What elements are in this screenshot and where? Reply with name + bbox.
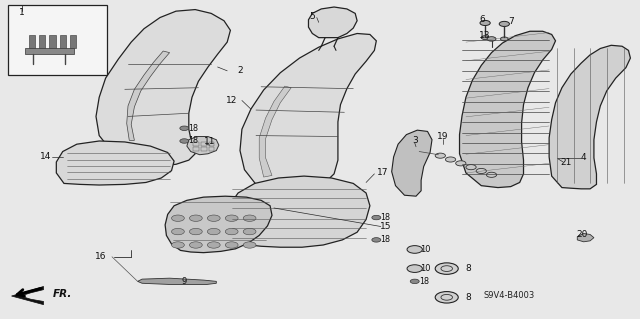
Circle shape: [207, 242, 220, 248]
Polygon shape: [56, 141, 174, 185]
Circle shape: [180, 126, 189, 130]
Bar: [193, 142, 199, 146]
Circle shape: [486, 172, 497, 177]
Circle shape: [487, 37, 496, 41]
Circle shape: [189, 228, 202, 235]
Text: 18: 18: [188, 124, 198, 133]
Polygon shape: [225, 176, 370, 247]
Circle shape: [225, 242, 238, 248]
Circle shape: [180, 139, 189, 143]
Circle shape: [466, 165, 476, 170]
Circle shape: [243, 215, 256, 221]
Polygon shape: [60, 35, 66, 48]
Polygon shape: [165, 196, 272, 253]
Circle shape: [410, 279, 419, 284]
Text: 3: 3: [412, 137, 417, 145]
Bar: [209, 142, 214, 146]
Text: 1: 1: [19, 8, 24, 17]
Text: 8: 8: [466, 264, 471, 273]
Circle shape: [435, 292, 458, 303]
Polygon shape: [187, 137, 219, 155]
Circle shape: [480, 20, 490, 26]
Polygon shape: [308, 7, 357, 38]
Circle shape: [172, 242, 184, 248]
Text: 18: 18: [419, 277, 429, 286]
Bar: [193, 147, 199, 151]
Bar: [8, 5, 107, 75]
Circle shape: [435, 153, 445, 158]
Circle shape: [207, 215, 220, 221]
Circle shape: [456, 161, 466, 166]
Circle shape: [499, 21, 509, 26]
Text: 6: 6: [480, 15, 485, 24]
Polygon shape: [577, 234, 594, 242]
Text: 8: 8: [466, 293, 471, 302]
Text: 18: 18: [380, 213, 390, 222]
Text: 19: 19: [437, 132, 449, 141]
Circle shape: [189, 242, 202, 248]
Text: 4: 4: [581, 153, 586, 162]
Text: FR.: FR.: [52, 289, 72, 299]
Bar: [201, 147, 207, 151]
Circle shape: [243, 242, 256, 248]
Text: 5: 5: [310, 12, 315, 21]
Text: 18: 18: [188, 137, 198, 145]
Text: 2: 2: [237, 66, 243, 75]
Bar: [209, 147, 214, 151]
Text: 18: 18: [380, 235, 390, 244]
Polygon shape: [96, 10, 230, 166]
Circle shape: [476, 168, 486, 174]
Circle shape: [172, 228, 184, 235]
Polygon shape: [39, 35, 45, 48]
Text: 15: 15: [380, 222, 391, 231]
Bar: [201, 142, 207, 146]
Polygon shape: [70, 35, 76, 48]
Circle shape: [207, 228, 220, 235]
Circle shape: [481, 36, 489, 40]
Polygon shape: [392, 130, 432, 196]
Polygon shape: [240, 33, 376, 189]
Circle shape: [372, 215, 381, 220]
Text: 9: 9: [182, 277, 187, 286]
Circle shape: [435, 263, 458, 274]
Text: 12: 12: [226, 96, 237, 105]
Text: 17: 17: [377, 168, 388, 177]
Polygon shape: [29, 35, 35, 48]
Circle shape: [189, 215, 202, 221]
Circle shape: [225, 215, 238, 221]
Text: 14: 14: [40, 152, 52, 161]
Text: 20: 20: [577, 230, 588, 239]
Text: 21: 21: [561, 158, 572, 167]
Circle shape: [225, 228, 238, 235]
Polygon shape: [49, 35, 56, 48]
Text: S9V4-B4003: S9V4-B4003: [483, 291, 534, 300]
Circle shape: [500, 37, 508, 41]
Text: 10: 10: [420, 264, 431, 273]
Polygon shape: [460, 31, 556, 188]
Polygon shape: [12, 286, 44, 305]
Text: 11: 11: [204, 137, 216, 146]
Circle shape: [243, 228, 256, 235]
Polygon shape: [549, 45, 630, 189]
Text: 7: 7: [508, 17, 513, 26]
Circle shape: [407, 246, 422, 253]
Text: 16: 16: [95, 252, 107, 261]
Text: 13: 13: [479, 31, 491, 40]
Circle shape: [407, 265, 422, 272]
Polygon shape: [127, 51, 170, 140]
Circle shape: [372, 238, 381, 242]
Circle shape: [172, 215, 184, 221]
Polygon shape: [259, 86, 291, 177]
Circle shape: [445, 157, 456, 162]
Polygon shape: [25, 48, 74, 54]
Polygon shape: [138, 278, 216, 285]
Text: 10: 10: [420, 245, 431, 254]
